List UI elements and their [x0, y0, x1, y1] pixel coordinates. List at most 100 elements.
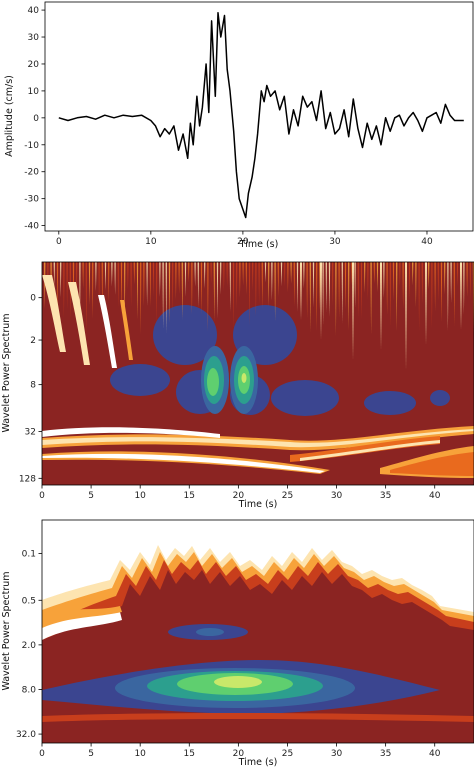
spectral-spike — [399, 262, 401, 287]
y-tick-label: 2 — [30, 336, 36, 346]
spectral-spike — [469, 262, 471, 300]
spectral-spike — [79, 262, 81, 334]
x-tick-label: 30 — [331, 749, 343, 759]
spectral-spike — [380, 262, 382, 350]
spectral-spike — [428, 262, 430, 289]
spectral-spike — [316, 262, 318, 331]
y-tick-label: -10 — [24, 141, 39, 151]
y-tick-label: 0.1 — [22, 549, 36, 559]
spectral-spike — [88, 262, 91, 306]
spectral-spike — [188, 262, 190, 283]
spectral-spike — [456, 262, 459, 287]
spectral-spike — [268, 262, 270, 307]
spectral-spike — [348, 262, 350, 331]
spectral-spike — [165, 262, 167, 333]
spectral-spike — [328, 262, 331, 317]
spectral-spike — [124, 262, 126, 324]
x-tick-label: 35 — [380, 491, 391, 501]
spectral-spike — [127, 262, 129, 290]
plot-frame-3 — [41, 519, 474, 744]
spectral-spike — [56, 262, 59, 315]
spectral-spike — [104, 262, 107, 291]
spectral-spike — [437, 262, 439, 301]
x-tick-label: 20 — [233, 491, 245, 501]
spectral-spike — [197, 262, 199, 308]
y-tick-label: -30 — [24, 195, 39, 205]
spectral-spike — [376, 262, 379, 293]
spectral-spike — [172, 262, 174, 313]
y-axis-label-3: Wavelet Power Spectrum — [1, 571, 12, 690]
y-tick-label: -40 — [24, 222, 39, 232]
spectral-spike — [418, 262, 420, 332]
spectral-spike — [338, 262, 340, 318]
x-tick-label: 25 — [282, 749, 293, 759]
spectral-spike — [146, 262, 148, 307]
spectral-spike — [405, 262, 407, 370]
y-tick-label: 0 — [30, 294, 36, 304]
spectral-spike — [117, 262, 119, 308]
spectral-spike — [226, 262, 228, 287]
x-tick-label: 35 — [380, 749, 391, 759]
spectral-spike — [320, 262, 322, 340]
spectral-spike — [213, 262, 215, 321]
spectral-spike — [300, 262, 302, 320]
spectral-spike — [175, 262, 177, 300]
y-tick-label: 30 — [28, 33, 40, 43]
spectral-spike — [450, 262, 452, 304]
spectral-spike — [216, 262, 219, 319]
spectral-spike — [444, 262, 446, 295]
spectral-spike — [108, 262, 110, 302]
spectral-spike — [322, 262, 324, 326]
spectral-spike — [367, 262, 369, 300]
y-axis-label-1: Amplitude (cm/s) — [4, 75, 15, 157]
x-axis-label-1: Time (s) — [239, 239, 279, 250]
spectral-spike — [242, 262, 244, 286]
y-tick-label: 2.0 — [22, 641, 37, 651]
spectral-spike — [396, 262, 398, 332]
spectral-spike — [152, 262, 155, 297]
x-tick-label: 10 — [145, 237, 157, 247]
spectral-spike — [370, 262, 372, 335]
spectral-spike — [232, 262, 235, 329]
spectral-spike — [408, 262, 411, 301]
spectral-spike — [306, 262, 308, 319]
x-tick-label: 15 — [184, 749, 195, 759]
wavelet-contours-2 — [42, 520, 474, 743]
spectral-spike — [85, 262, 87, 335]
spectral-spike — [229, 262, 231, 312]
spectral-spike — [352, 262, 354, 360]
spectral-spike — [280, 262, 283, 287]
x-tick-label: 0 — [56, 237, 62, 247]
spectral-spike — [191, 262, 193, 315]
x-tick-label: 30 — [329, 237, 341, 247]
plot-frame-1 — [44, 1, 474, 232]
y-tick-label: 0.5 — [22, 596, 36, 606]
x-tick-label: 0 — [39, 749, 45, 759]
spectral-spike — [207, 262, 209, 332]
spectral-spike — [184, 262, 187, 297]
spectral-spike — [415, 262, 417, 308]
spectral-spike — [143, 262, 145, 307]
spectral-spike — [98, 262, 100, 307]
spectral-spike — [364, 262, 366, 294]
panel-wavelet-2: 0 5 10 15 20 25 30 35 40 0.1 0.5 2.0 8.0 32.0 Time (s… — [1, 519, 474, 768]
spectral-spike — [447, 262, 449, 331]
spectral-spike — [101, 262, 103, 313]
spectral-spike — [200, 262, 203, 315]
spectral-spike — [178, 262, 180, 294]
y-tick-label: 10 — [28, 87, 40, 97]
spectral-spike — [162, 262, 164, 330]
spectral-spike — [287, 262, 289, 293]
spectral-spike — [130, 262, 132, 307]
spectral-spike — [392, 262, 395, 301]
y-tick-label: 40 — [28, 6, 40, 16]
spectral-spike — [332, 262, 334, 307]
spectral-spike — [344, 262, 347, 310]
spectral-spike — [383, 262, 385, 299]
spectral-spike — [156, 262, 158, 323]
spectral-spike — [255, 262, 257, 317]
spectral-spike — [159, 262, 161, 297]
spectral-spike — [335, 262, 337, 336]
spectral-spike — [373, 262, 375, 284]
